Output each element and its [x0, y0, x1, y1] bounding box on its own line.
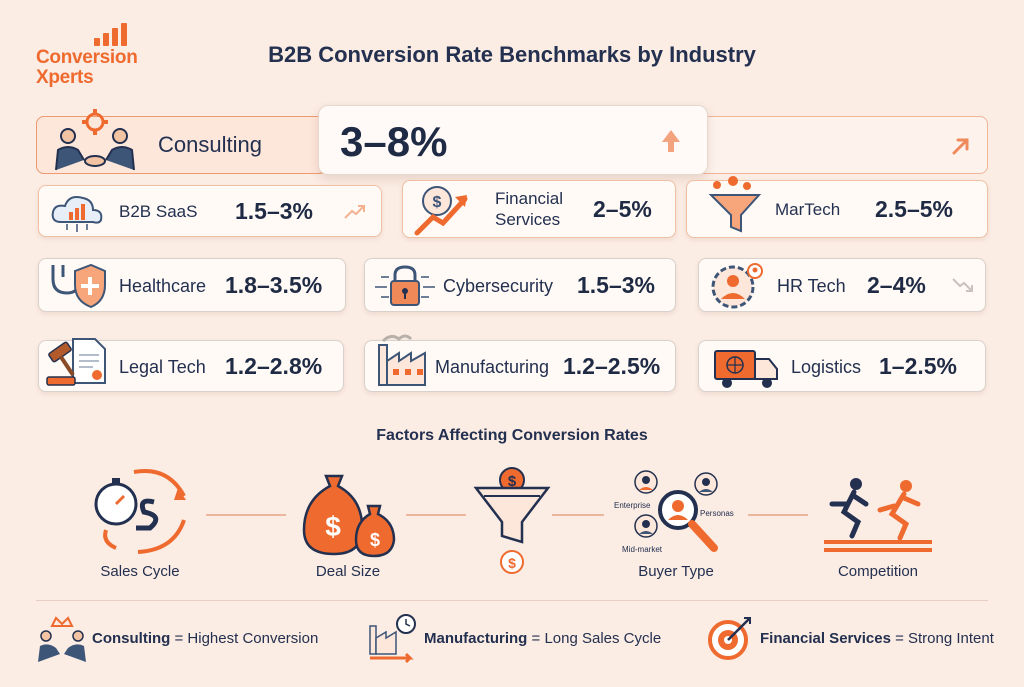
industry-card-legal-tech: Legal Tech 1.2–2.8%: [38, 338, 344, 392]
svg-text:$: $: [508, 555, 516, 571]
runners-track-icon: [824, 478, 932, 552]
connector-line: [552, 514, 604, 516]
divider: [36, 600, 988, 601]
dollar-growth-icon: $: [414, 186, 468, 236]
legend-rest: = Long Sales Cycle: [527, 630, 662, 647]
trend-up-arrow-icon: [952, 138, 969, 155]
svg-text:$: $: [325, 511, 341, 542]
persona-label-mid-market: Mid-market: [622, 545, 663, 554]
trend-up-arrow-icon: [344, 205, 365, 219]
target-icon: [708, 617, 751, 660]
legend-strong: Financial Services: [760, 630, 891, 647]
legend-item-financial-services: Financial Services = Strong Intent: [760, 630, 994, 647]
legend-rest: = Highest Conversion: [170, 630, 319, 647]
persona-label-personas: Personas: [700, 509, 734, 518]
money-bags-icon: $ $: [302, 474, 396, 558]
industry-name: MarTech: [775, 200, 841, 219]
industry-value: 1.5–3%: [235, 198, 314, 224]
legend-item-manufacturing: Manufacturing = Long Sales Cycle: [424, 630, 661, 647]
industry-name: Logistics: [791, 357, 862, 377]
industry-value: 1.8–3.5%: [225, 272, 323, 298]
logo-line-1: Conversion: [36, 47, 138, 68]
factory-icon: [378, 334, 426, 386]
industry-card-financial-services: $ Financial Services 2–5%: [402, 180, 676, 238]
industry-name: B2B SaaS: [119, 202, 198, 221]
industry-card-hr-tech: HR Tech 2–4%: [698, 258, 986, 312]
stethoscope-shield-icon: [51, 263, 106, 309]
industry-name: Legal Tech: [119, 357, 206, 377]
connector-line: [748, 514, 808, 516]
handshake-gear-icon: [55, 109, 135, 171]
up-arrow-icon: [662, 130, 680, 152]
factory-clock-icon: [369, 614, 416, 664]
hero-industry-name: Consulting: [158, 132, 262, 157]
factor-label: Buyer Type: [638, 563, 714, 580]
hero-industry-value: 3–8%: [340, 118, 448, 165]
funnel-coin-icon: $ $: [473, 467, 551, 574]
industry-name: Manufacturing: [435, 357, 550, 377]
delivery-truck-icon: [714, 350, 778, 388]
stopwatch-cycle-icon: [94, 469, 186, 554]
factor-label: Competition: [837, 563, 919, 580]
svg-text:$: $: [370, 530, 380, 550]
industry-card-martech: MarTech 2.5–5%: [686, 176, 988, 238]
brand-logo: Conversion Xperts: [36, 22, 156, 92]
industry-value: 2.5–5%: [875, 196, 954, 222]
cloud-chart-icon: [51, 196, 103, 232]
legend-strong: Consulting: [92, 630, 171, 647]
industry-name-line-1: Financial: [495, 189, 564, 208]
svg-text:$: $: [433, 194, 442, 211]
legend-strong: Manufacturing: [424, 630, 528, 647]
connector-line: [406, 514, 466, 516]
svg-text:$: $: [508, 473, 517, 490]
industry-card-manufacturing: Manufacturing 1.2–2.5%: [364, 334, 676, 392]
industry-card-healthcare: Healthcare 1.8–3.5%: [38, 258, 346, 312]
industry-value: 2–4%: [867, 272, 926, 298]
industry-card-cybersecurity: Cybersecurity 1.5–3%: [364, 258, 676, 312]
hero-value-panel: [318, 105, 708, 175]
industry-value: 1.2–2.5%: [563, 353, 661, 379]
person-gear-icon: [711, 263, 763, 309]
industry-card-logistics: Logistics 1–2.5%: [698, 340, 986, 392]
industry-name-line-2: Services: [495, 210, 561, 229]
legend-rest: = Strong Intent: [890, 630, 994, 647]
industry-name: Financial Services: [495, 188, 563, 230]
industry-name: Cybersecurity: [443, 276, 554, 296]
funnel-icon: [708, 176, 762, 233]
legend-item-consulting: Consulting = Highest Conversion: [92, 630, 318, 647]
trend-down-arrow-icon: [952, 278, 973, 292]
factor-label: Deal Size: [315, 563, 381, 580]
page-title: B2B Conversion Rate Benchmarks by Indust…: [268, 42, 756, 67]
industry-value: 1.2–2.8%: [225, 353, 323, 379]
persona-label-enterprise: Enterprise: [614, 501, 651, 510]
connector-line: [206, 514, 286, 516]
industry-value: 2–5%: [593, 196, 652, 222]
gavel-document-icon: [46, 338, 106, 386]
industry-card-b2b-saas: B2B SaaS 1.5–3%: [38, 185, 382, 237]
industry-name: HR Tech: [777, 276, 846, 296]
magnifier-personas-icon: Enterprise Personas Mid-market: [614, 470, 734, 554]
crown-handshake-icon: [38, 616, 86, 662]
industry-name: Healthcare: [119, 276, 207, 296]
factors-title: Factors Affecting Conversion Rates: [376, 427, 648, 444]
bar-chart-logo-icon: [94, 23, 127, 46]
hero-card-consulting: [36, 116, 326, 174]
industry-value: 1–2.5%: [879, 353, 958, 379]
industry-value: 1.5–3%: [577, 272, 656, 298]
padlock-circuit-icon: [375, 265, 435, 306]
factor-label: Sales Cycle: [100, 563, 180, 580]
logo-line-2: Xperts: [36, 67, 94, 88]
